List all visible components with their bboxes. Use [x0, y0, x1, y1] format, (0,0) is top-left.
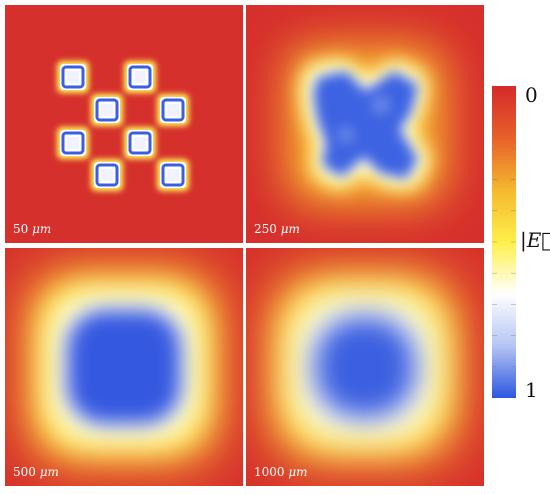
panel-label-250um: 250 μm — [254, 222, 300, 236]
electrode-square — [127, 130, 153, 156]
field-map-250um: 250 μm — [246, 5, 484, 243]
electrode-square — [60, 64, 86, 90]
field-map-500um: 500 μm — [5, 248, 243, 486]
field-map-50um: 50 μm — [5, 5, 243, 243]
electrode-square — [160, 162, 186, 188]
colorbar-tick-min: 1 — [525, 378, 538, 402]
panel-label-500um: 500 μm — [13, 465, 59, 479]
electrode-square — [160, 97, 186, 123]
electrode-square — [94, 162, 120, 188]
colorbar-label: |E⃗| — [520, 228, 550, 252]
field-map-1000um: 1000 μm — [246, 248, 484, 486]
colorbar — [492, 86, 516, 398]
colorbar-tick-max: 0 — [525, 83, 538, 107]
panel-label-1000um: 1000 μm — [254, 465, 308, 479]
electrode-square — [60, 130, 86, 156]
electrode-square — [127, 64, 153, 90]
panel-label-50um: 50 μm — [13, 222, 52, 236]
electrode-square — [94, 97, 120, 123]
